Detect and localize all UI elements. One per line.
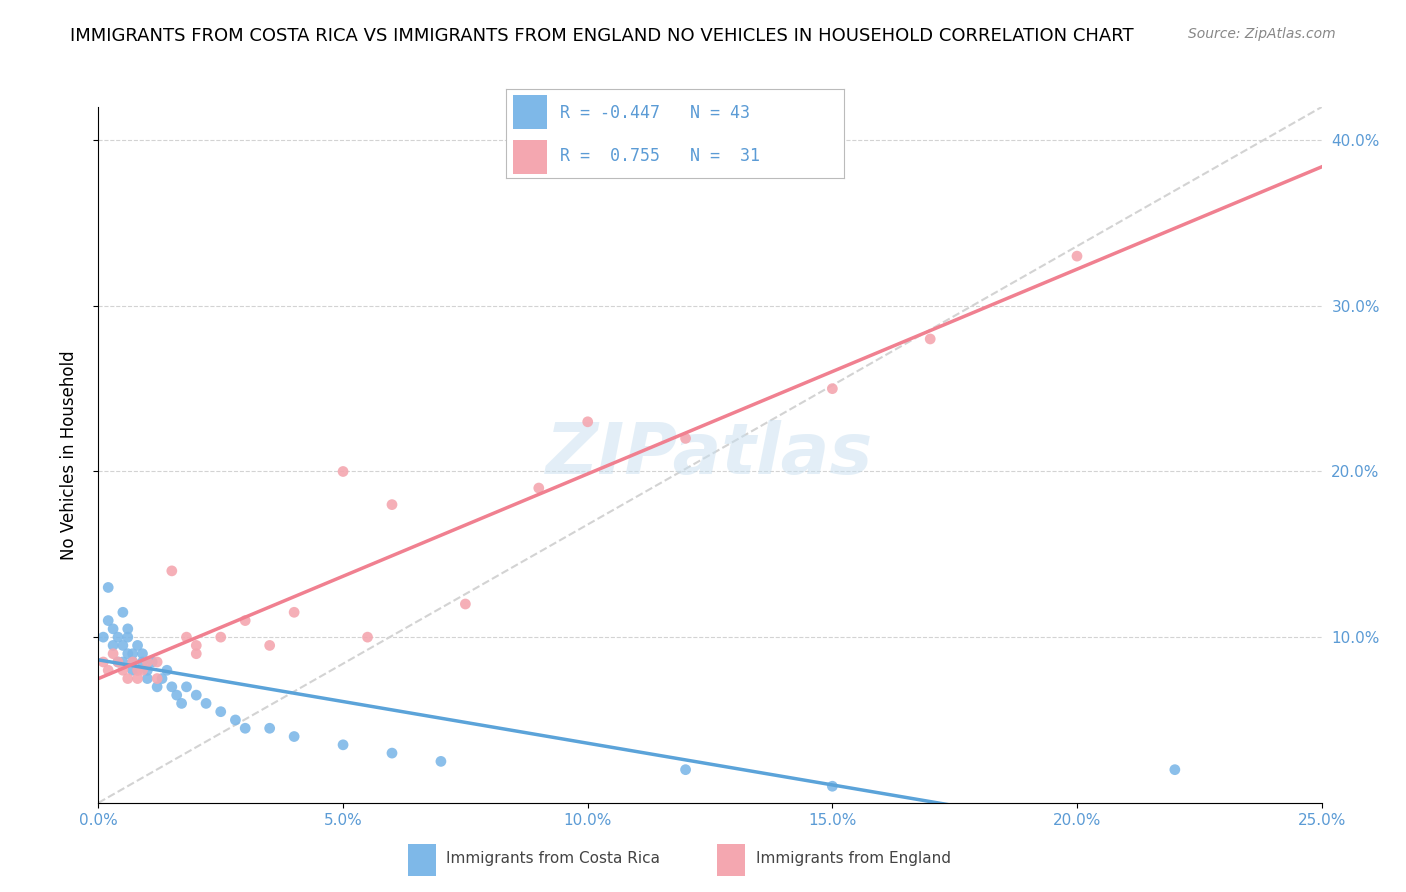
Point xyxy=(150,672,173,686)
Point xyxy=(381,746,404,760)
Point xyxy=(332,738,354,752)
Point xyxy=(127,663,149,677)
Point xyxy=(920,332,942,346)
Point xyxy=(454,597,477,611)
Point xyxy=(176,630,198,644)
Point xyxy=(117,630,139,644)
FancyBboxPatch shape xyxy=(408,844,436,876)
Point xyxy=(283,730,305,744)
Point xyxy=(381,498,404,512)
Point xyxy=(146,680,169,694)
Text: IMMIGRANTS FROM COSTA RICA VS IMMIGRANTS FROM ENGLAND NO VEHICLES IN HOUSEHOLD C: IMMIGRANTS FROM COSTA RICA VS IMMIGRANTS… xyxy=(70,27,1133,45)
Text: ZIPatlas: ZIPatlas xyxy=(547,420,873,490)
Point xyxy=(233,614,256,628)
Point xyxy=(136,663,159,677)
Point xyxy=(233,721,256,735)
Point xyxy=(107,655,129,669)
Y-axis label: No Vehicles in Household: No Vehicles in Household xyxy=(59,350,77,560)
Point xyxy=(121,647,143,661)
Point xyxy=(675,431,697,445)
Point xyxy=(136,672,159,686)
Point xyxy=(111,655,134,669)
Point xyxy=(136,655,159,669)
Point xyxy=(186,688,208,702)
Point xyxy=(821,382,844,396)
Text: Immigrants from England: Immigrants from England xyxy=(756,851,950,866)
Point xyxy=(209,630,232,644)
Point xyxy=(107,630,129,644)
FancyBboxPatch shape xyxy=(513,140,547,174)
Point xyxy=(259,639,281,653)
Point xyxy=(131,655,153,669)
Point xyxy=(186,639,208,653)
Point xyxy=(195,697,218,711)
Point xyxy=(283,605,305,619)
FancyBboxPatch shape xyxy=(513,95,547,129)
Point xyxy=(141,655,163,669)
Text: Immigrants from Costa Rica: Immigrants from Costa Rica xyxy=(447,851,661,866)
Point xyxy=(160,564,183,578)
Point xyxy=(127,672,149,686)
Point xyxy=(117,647,139,661)
Point xyxy=(121,663,143,677)
Point xyxy=(156,663,179,677)
Point xyxy=(166,688,188,702)
Text: Source: ZipAtlas.com: Source: ZipAtlas.com xyxy=(1188,27,1336,41)
Point xyxy=(111,605,134,619)
Point xyxy=(160,680,183,694)
Point xyxy=(117,672,139,686)
Point xyxy=(107,655,129,669)
Point xyxy=(131,647,153,661)
Point xyxy=(430,755,453,769)
Point xyxy=(527,481,550,495)
Point xyxy=(209,705,232,719)
Point xyxy=(170,697,193,711)
Point xyxy=(146,672,169,686)
Point xyxy=(101,622,124,636)
Point xyxy=(97,581,120,595)
Point xyxy=(675,763,697,777)
Point xyxy=(224,713,246,727)
Point xyxy=(121,655,143,669)
Point xyxy=(259,721,281,735)
Point xyxy=(97,663,120,677)
Point xyxy=(127,663,149,677)
FancyBboxPatch shape xyxy=(717,844,745,876)
Point xyxy=(111,639,134,653)
Point xyxy=(186,647,208,661)
Point xyxy=(101,639,124,653)
Point xyxy=(1164,763,1187,777)
Point xyxy=(131,663,153,677)
Point xyxy=(111,663,134,677)
Point xyxy=(176,680,198,694)
Point xyxy=(121,655,143,669)
Point xyxy=(91,630,114,644)
Point xyxy=(91,655,114,669)
Point xyxy=(332,465,354,479)
Point xyxy=(101,647,124,661)
Point xyxy=(576,415,599,429)
Text: R =  0.755   N =  31: R = 0.755 N = 31 xyxy=(560,147,761,165)
Point xyxy=(1066,249,1088,263)
Point xyxy=(117,622,139,636)
Point xyxy=(146,655,169,669)
Text: R = -0.447   N = 43: R = -0.447 N = 43 xyxy=(560,104,751,122)
Point xyxy=(127,639,149,653)
Point xyxy=(356,630,378,644)
Point xyxy=(97,614,120,628)
Point xyxy=(821,779,844,793)
